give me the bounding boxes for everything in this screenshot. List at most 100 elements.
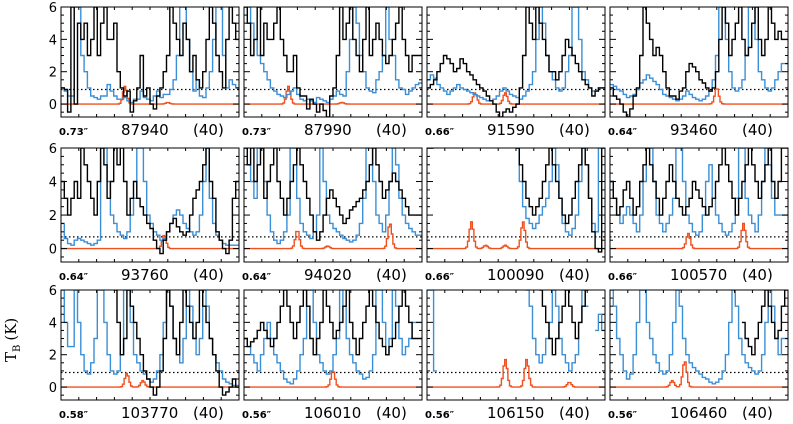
frequency-label: 94020 (304, 266, 352, 284)
spectrum-series (610, 148, 788, 216)
y-tick-label: 4 (49, 176, 57, 191)
beam-size-label: 0.56″ (242, 410, 272, 421)
y-tick-label: 6 (49, 1, 57, 16)
panel-3: 0.64″ 93460 (40) (608, 6, 789, 139)
model-line-series (427, 358, 605, 388)
width-label: (40) (193, 266, 224, 284)
panel-plot-area (427, 148, 605, 253)
width-label: (40) (742, 404, 773, 422)
beam-size-label: 0.64″ (608, 127, 638, 138)
model-total-series (61, 7, 239, 104)
frequency-label: 87990 (304, 121, 352, 139)
panel-plot-area (61, 148, 239, 255)
panel-7: 0.66″ 100570 (40) (608, 147, 789, 284)
y-tick-label: 2 (49, 209, 57, 224)
frequency-label: 106460 (670, 404, 727, 422)
model-total-series (61, 148, 239, 246)
panel-plot-area (61, 290, 239, 396)
width-label: (40) (742, 266, 773, 284)
frequency-label: 87940 (121, 121, 169, 139)
width-label: (40) (376, 404, 407, 422)
panel-11: 0.56″ 106460 (40) (608, 289, 789, 422)
panel-plot-area (244, 290, 422, 388)
spectrum-series (244, 148, 422, 241)
panel-10: 0.56″ 106150 (40) (425, 289, 606, 422)
frequency-label: 93460 (670, 121, 718, 139)
panel-8: 0 2 4 6 0.58″ 103770 (40) (49, 284, 240, 422)
beam-size-label: 0.73″ (59, 127, 89, 138)
y-axis-label-symbol: T (2, 352, 20, 362)
width-label: (40) (559, 266, 590, 284)
spectrum-series (244, 290, 422, 356)
panel-5: 0.64″ 94020 (40) (242, 147, 423, 284)
panel-4: 0 2 4 6 0.64″ 93760 (40) (49, 142, 240, 284)
beam-size-label: 0.56″ (425, 410, 455, 421)
panel-plot-area (244, 7, 422, 117)
panel-plot-area (427, 290, 605, 388)
spectrum-series (427, 148, 605, 253)
width-label: (40) (559, 121, 590, 139)
width-label: (40) (376, 266, 407, 284)
model-total-series (61, 290, 239, 387)
y-axis-label-unit: (K) (2, 318, 20, 341)
y-tick-label: 4 (49, 33, 57, 48)
model-line-series (61, 372, 239, 388)
y-tick-label: 4 (49, 316, 57, 331)
model-line-series (610, 222, 788, 250)
model-line-series (427, 92, 605, 105)
y-tick-label: 6 (49, 142, 57, 157)
model-line-series (61, 85, 239, 105)
spectrum-series (61, 148, 239, 255)
beam-size-label: 0.66″ (425, 127, 455, 138)
spectrum-series (427, 7, 605, 117)
model-line-series (244, 371, 422, 388)
beam-size-label: 0.56″ (608, 410, 638, 421)
spectrum-series (244, 7, 422, 117)
spectrum-series (610, 7, 788, 117)
width-label: (40) (559, 404, 590, 422)
y-tick-label: 0 (49, 381, 57, 396)
panel-plot-area (244, 148, 422, 250)
width-label: (40) (193, 404, 224, 422)
panel-plot-area (610, 7, 788, 117)
panel-plot-area (427, 7, 605, 117)
panel-plot-area (610, 290, 788, 388)
beam-size-label: 0.66″ (425, 272, 455, 283)
model-total-series (610, 290, 788, 385)
width-label: (40) (193, 121, 224, 139)
frequency-label: 91590 (487, 121, 535, 139)
y-tick-label: 2 (49, 66, 57, 81)
frequency-label: 106010 (304, 404, 361, 422)
model-line-series (244, 223, 422, 250)
panel-0: 0 2 4 6 0.73″ 87940 (40) (49, 1, 240, 139)
model-total-series (610, 148, 788, 236)
frequency-label: 93760 (121, 266, 169, 284)
frequency-label: 103770 (121, 404, 178, 422)
frequency-label: 100090 (487, 266, 544, 284)
model-line-series (427, 221, 605, 250)
model-line-series (244, 85, 422, 105)
beam-size-label: 0.73″ (242, 127, 272, 138)
panel-plot-area (610, 148, 788, 250)
spectrum-series (741, 290, 788, 356)
y-tick-label: 2 (49, 349, 57, 364)
frequency-label: 100570 (670, 266, 727, 284)
frequency-label: 106150 (487, 404, 544, 422)
panel-plot-area (61, 7, 239, 113)
model-total-series (427, 148, 605, 236)
model-line-series (610, 361, 788, 388)
y-tick-label: 6 (49, 284, 57, 299)
width-label: (40) (376, 121, 407, 139)
y-axis-label: TB (K) (2, 318, 23, 362)
spectrum-series (113, 290, 239, 396)
beam-size-label: 0.66″ (608, 272, 638, 283)
spectrum-series (61, 7, 239, 113)
y-tick-label: 0 (49, 98, 57, 113)
beam-size-label: 0.64″ (59, 272, 89, 283)
width-label: (40) (742, 121, 773, 139)
panel-9: 0.56″ 106010 (40) (242, 289, 423, 422)
panel-2: 0.66″ 91590 (40) (425, 6, 606, 139)
beam-size-label: 0.64″ (242, 272, 272, 283)
